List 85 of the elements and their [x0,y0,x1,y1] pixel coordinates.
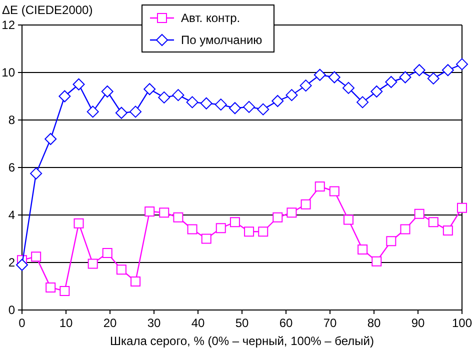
point [372,256,382,266]
point [300,199,311,210]
legend-label: По умолчанию [181,33,262,47]
point [358,244,368,254]
x-tick-label: 0 [18,316,26,330]
point [286,89,298,102]
point [442,225,453,236]
point [216,223,226,234]
point [257,103,270,116]
point [442,64,454,76]
point [144,206,155,216]
point [58,90,71,102]
point [428,217,438,228]
y-tick-label: 10 [2,66,16,80]
point [31,252,42,262]
point [427,72,440,84]
x-tick-label: 10 [59,316,73,330]
y-tick-label: 12 [2,18,16,32]
y-tick-label: 0 [8,303,16,317]
point [457,202,467,213]
x-tick-label: 80 [367,316,381,330]
point [258,226,268,237]
point [370,86,383,98]
point [187,224,198,234]
point [286,208,297,218]
x-tick-label: 60 [279,316,293,330]
point [60,286,70,296]
point [158,91,170,104]
point [343,214,354,225]
point [144,83,156,96]
point [186,96,198,108]
point [329,186,340,196]
point [74,218,84,228]
point [230,217,240,228]
point [385,76,398,88]
point [399,71,412,84]
point [342,82,354,94]
point [413,64,426,76]
x-tick-label: 90 [411,316,425,330]
point [116,264,126,275]
point [101,86,114,98]
point [130,276,141,286]
point [400,224,410,234]
point [314,182,325,192]
point [115,106,128,119]
point [456,58,468,70]
point [314,68,326,81]
x-tick-label: 50 [235,316,249,330]
point [86,106,99,118]
point [272,212,283,222]
y-tick-label: 6 [8,160,16,174]
point [328,71,340,84]
point [130,106,142,118]
x-tick-label: 70 [323,316,337,330]
x-tick-label: 100 [452,316,472,330]
point [30,167,42,180]
point [243,100,256,113]
x-tick-label: 30 [147,316,161,330]
y-tick-label: 4 [8,208,16,222]
x-axis-title: Шкала серого, % (0% – черный, 100% – белый) [110,334,374,348]
y-tick-label: 8 [8,113,16,127]
x-tick-label: 40 [191,316,205,330]
point [244,226,254,237]
point [102,248,112,258]
point [16,258,28,271]
point [272,95,284,107]
y-tick-label: 2 [8,256,16,270]
point [200,97,212,110]
point [386,236,396,246]
point [72,78,85,90]
point [172,89,184,102]
point [159,208,170,218]
point [46,282,56,292]
point [44,133,57,145]
y-axis-title: ΔE (CIEDE2000) [2,3,93,17]
point [300,80,312,92]
point [228,102,241,114]
point [88,258,98,269]
point [214,98,227,111]
point [173,212,184,222]
x-tick-label: 20 [103,316,117,330]
legend-label: Авт. контр. [181,11,240,25]
point [201,234,212,244]
point [414,208,424,219]
point [356,96,369,108]
